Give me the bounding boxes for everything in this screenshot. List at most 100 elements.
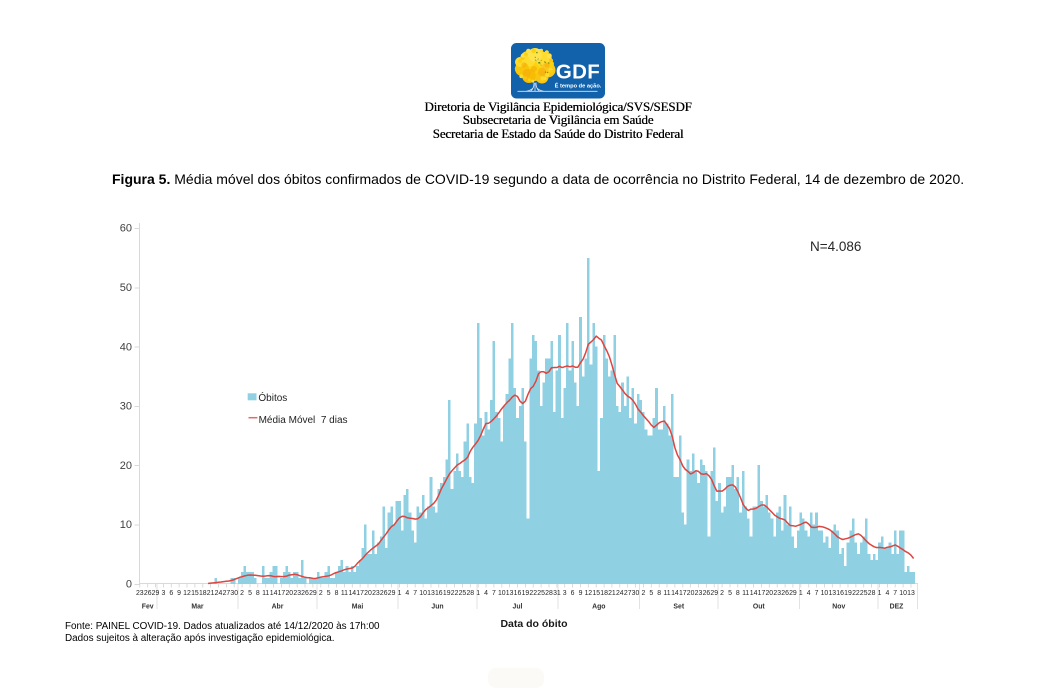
svg-text:14: 14	[750, 590, 758, 597]
svg-text:24: 24	[616, 590, 624, 597]
svg-text:6: 6	[169, 590, 173, 597]
svg-text:22: 22	[451, 590, 459, 597]
svg-text:2: 2	[240, 590, 244, 597]
svg-text:DEZ: DEZ	[890, 604, 905, 611]
svg-text:17: 17	[356, 590, 364, 597]
svg-text:3: 3	[563, 590, 567, 597]
svg-text:7: 7	[413, 590, 417, 597]
svg-text:4: 4	[484, 590, 488, 597]
svg-text:7: 7	[893, 590, 897, 597]
svg-text:13: 13	[427, 590, 435, 597]
svg-text:19: 19	[443, 590, 451, 597]
svg-text:12: 12	[183, 590, 191, 597]
svg-text:27: 27	[223, 590, 231, 597]
svg-text:10: 10	[821, 590, 829, 597]
svg-text:14: 14	[270, 590, 278, 597]
svg-text:17: 17	[679, 590, 687, 597]
svg-text:29: 29	[309, 590, 317, 597]
svg-text:20: 20	[765, 590, 773, 597]
svg-text:23: 23	[136, 590, 144, 597]
svg-text:5: 5	[248, 590, 252, 597]
svg-text:1: 1	[799, 590, 803, 597]
svg-text:29: 29	[789, 590, 797, 597]
svg-text:8: 8	[657, 590, 661, 597]
svg-text:23: 23	[372, 590, 380, 597]
svg-text:11: 11	[663, 590, 670, 597]
svg-text:30: 30	[632, 590, 640, 597]
svg-text:8: 8	[335, 590, 339, 597]
svg-text:5: 5	[327, 590, 331, 597]
svg-text:30: 30	[230, 590, 238, 597]
svg-text:30: 30	[120, 401, 132, 413]
svg-text:5: 5	[649, 590, 653, 597]
svg-text:4: 4	[885, 590, 889, 597]
svg-text:12: 12	[584, 590, 592, 597]
svg-text:Ago: Ago	[592, 604, 605, 611]
svg-text:27: 27	[624, 590, 632, 597]
svg-text:26: 26	[301, 590, 309, 597]
svg-text:Mar: Mar	[191, 604, 204, 611]
svg-text:26: 26	[144, 590, 152, 597]
svg-text:23: 23	[293, 590, 301, 597]
svg-text:Óbitos: Óbitos	[258, 391, 287, 404]
svg-text:31: 31	[553, 590, 561, 597]
svg-text:2: 2	[641, 590, 645, 597]
svg-text:20: 20	[120, 460, 132, 472]
svg-text:7: 7	[492, 590, 496, 597]
svg-text:11: 11	[341, 590, 348, 597]
svg-text:13: 13	[907, 590, 915, 597]
svg-text:26: 26	[781, 590, 789, 597]
svg-text:1: 1	[398, 590, 402, 597]
svg-text:19: 19	[522, 590, 530, 597]
svg-text:20: 20	[364, 590, 372, 597]
svg-text:23: 23	[695, 590, 703, 597]
svg-text:20: 20	[687, 590, 695, 597]
svg-text:16: 16	[836, 590, 844, 597]
svg-text:21: 21	[207, 590, 215, 597]
svg-text:1: 1	[476, 590, 480, 597]
svg-text:13: 13	[506, 590, 514, 597]
svg-text:25: 25	[860, 590, 868, 597]
svg-text:22: 22	[852, 590, 860, 597]
svg-text:15: 15	[191, 590, 199, 597]
svg-text:É tempo de ação.: É tempo de ação.	[555, 82, 602, 90]
svg-text:N=4.086: N=4.086	[810, 239, 861, 254]
svg-text:Jun: Jun	[431, 604, 443, 611]
svg-text:21: 21	[608, 590, 616, 597]
svg-text:13: 13	[828, 590, 836, 597]
svg-text:9: 9	[579, 590, 583, 597]
svg-text:5: 5	[728, 590, 732, 597]
svg-text:Jul: Jul	[513, 604, 523, 611]
svg-text:29: 29	[152, 590, 160, 597]
svg-text:15: 15	[592, 590, 600, 597]
svg-text:25: 25	[537, 590, 545, 597]
svg-text:10: 10	[419, 590, 427, 597]
svg-text:16: 16	[435, 590, 443, 597]
svg-text:10: 10	[899, 590, 907, 597]
svg-text:24: 24	[215, 590, 223, 597]
svg-text:8: 8	[256, 590, 260, 597]
svg-text:Média Móvel 7 dias: Média Móvel 7 dias	[259, 415, 348, 426]
svg-text:Mai: Mai	[352, 604, 364, 611]
svg-text:GDF: GDF	[556, 61, 600, 84]
svg-text:Data do óbito: Data do óbito	[500, 618, 567, 630]
svg-text:28: 28	[868, 590, 876, 597]
svg-text:17: 17	[758, 590, 766, 597]
svg-text:29: 29	[388, 590, 396, 597]
svg-text:1: 1	[878, 590, 882, 597]
svg-text:26: 26	[703, 590, 711, 597]
svg-text:6: 6	[571, 590, 575, 597]
svg-text:8: 8	[736, 590, 740, 597]
svg-text:Abr: Abr	[272, 604, 284, 611]
svg-text:19: 19	[844, 590, 852, 597]
svg-text:Nov: Nov	[832, 604, 845, 611]
svg-text:4: 4	[807, 590, 811, 597]
svg-text:40: 40	[120, 341, 132, 353]
svg-text:18: 18	[600, 590, 608, 597]
svg-text:28: 28	[545, 590, 553, 597]
svg-text:60: 60	[120, 223, 132, 235]
svg-text:Fev: Fev	[142, 604, 154, 611]
svg-text:11: 11	[742, 590, 749, 597]
svg-text:Out: Out	[753, 604, 766, 611]
svg-text:2: 2	[319, 590, 323, 597]
